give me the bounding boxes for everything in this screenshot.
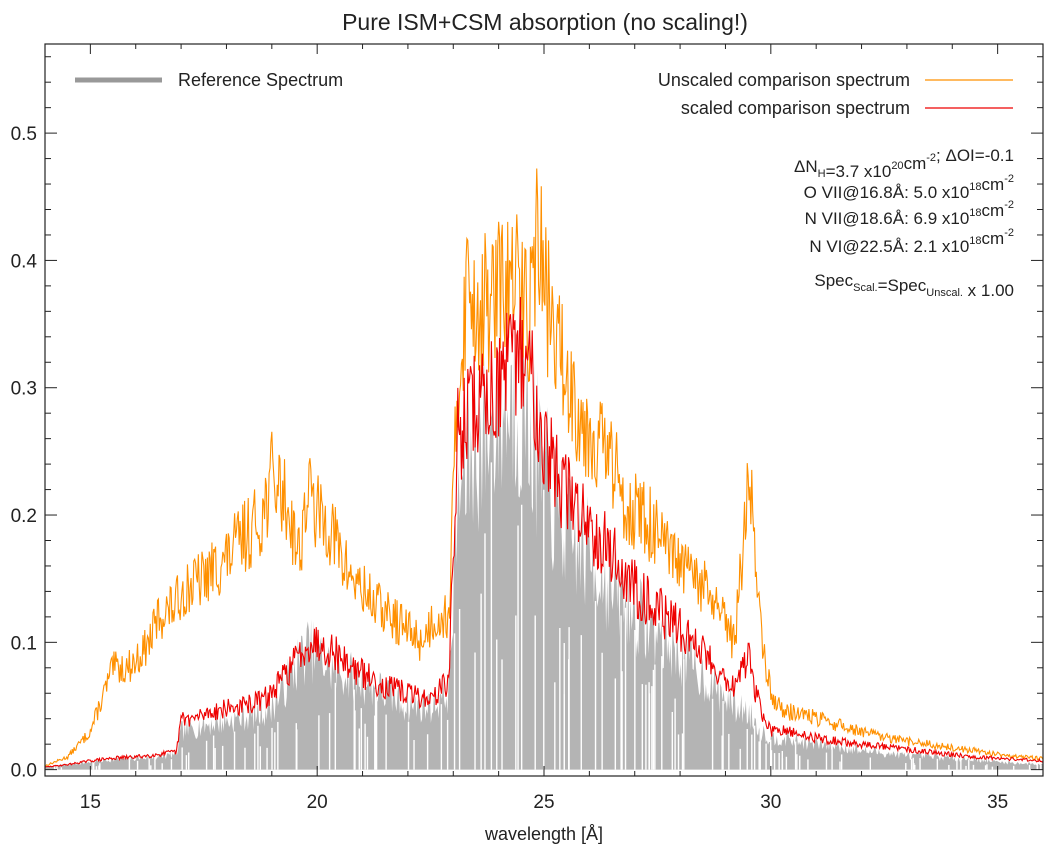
series-line-3 (45, 296, 1043, 768)
legend-label-scaled: scaled comparison spectrum (681, 98, 910, 118)
y-tick-label: 0.4 (11, 251, 38, 272)
series-3 (45, 296, 1043, 768)
y-tick-label: 0.3 (11, 379, 37, 400)
x-tick-label: 20 (307, 792, 328, 813)
series-layer (45, 168, 1043, 770)
series-2 (45, 168, 1043, 767)
legend-label-unscaled: Unscaled comparison spectrum (658, 70, 910, 90)
y-axis: 0.0 0.1 0.2 0.3 0.4 0.5 (11, 56, 1043, 782)
x-tick-label: 30 (760, 792, 781, 813)
legend: Reference Spectrum Unscaled comparison sp… (75, 70, 1013, 118)
x-tick-label: 35 (987, 792, 1008, 813)
x-tick-label: 25 (533, 792, 554, 813)
annotation-line-1: ΔNH=3.7 x1020cm-2; ΔOI=-0.1 (794, 146, 1014, 181)
series-1 (45, 320, 1043, 770)
series-line-2 (45, 168, 1043, 767)
y-tick-label: 0.5 (11, 124, 37, 145)
annotation-line-4: N VI@22.5Å: 2.1 x1018cm-2 (809, 227, 1014, 256)
chart-title: Pure ISM+CSM absorption (no scaling!) (342, 9, 748, 35)
annotation-line-3: N VII@18.6Å: 6.9 x1018cm-2 (805, 199, 1014, 228)
annotation-line-2: O VII@16.8Å: 5.0 x1018cm-2 (804, 173, 1014, 202)
annotations: ΔNH=3.7 x1020cm-2; ΔOI=-0.1O VII@16.8Å: … (794, 146, 1014, 300)
y-tick-label: 0.0 (11, 761, 37, 782)
x-tick-label: 15 (80, 792, 101, 813)
y-tick-label: 0.1 (11, 633, 37, 654)
legend-label-reference: Reference Spectrum (178, 70, 343, 90)
annotation-line-5: SpecScal.=SpecUnscal. x 1.00 (814, 271, 1014, 300)
y-tick-label: 0.2 (11, 506, 37, 527)
x-axis-label: wavelength [Å] (484, 824, 603, 844)
x-axis: 15 20 25 30 35 (44, 44, 1044, 813)
